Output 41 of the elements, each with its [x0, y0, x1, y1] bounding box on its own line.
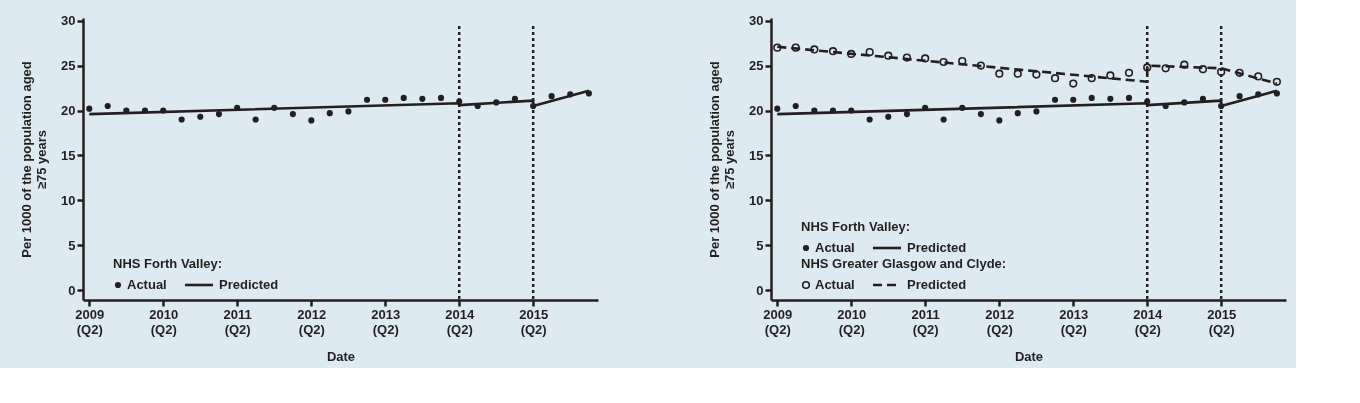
y-tick-label: 30	[749, 13, 764, 29]
annotation: NHS Forth Valley:	[801, 219, 911, 234]
legend-label: Actual	[127, 277, 167, 292]
y-axis-title: Per 1000 of the population aged ≥75 years	[19, 61, 50, 258]
y-tick-label: 15	[749, 147, 764, 163]
y-tick-label: 5	[68, 237, 76, 253]
y-tick-label: 15	[61, 147, 76, 163]
x-tick-label: 2010 (Q2)	[149, 306, 179, 337]
y-tick-label: 0	[756, 282, 764, 298]
y-axis-title: Per 1000 of the population aged ≥75 years	[707, 61, 738, 258]
legend-label: Predicted	[907, 277, 967, 292]
legend-label: Actual	[815, 240, 855, 255]
x-tick-label: 2013 (Q2)	[371, 306, 401, 337]
x-tick-label: 2013 (Q2)	[1059, 306, 1089, 337]
y-tick-label: 0	[68, 282, 76, 298]
legend-label: Predicted	[219, 277, 279, 292]
x-axis-title: Date	[326, 348, 356, 364]
x-tick-label: 2011 (Q2)	[223, 306, 252, 337]
x-tick-label: 2011 (Q2)	[911, 306, 940, 337]
x-tick-label: 2015 (Q2)	[1207, 306, 1237, 337]
x-tick-label: 2009 (Q2)	[763, 306, 793, 337]
y-tick-label: 5	[756, 237, 764, 253]
y-tick-label: 25	[749, 58, 764, 74]
x-tick-label: 2010 (Q2)	[837, 306, 867, 337]
y-tick-label: 20	[749, 103, 764, 118]
x-tick-label: 2012 (Q2)	[297, 306, 327, 337]
x-tick-label: 2014 (Q2)	[1133, 306, 1163, 337]
x-tick-label: 2014 (Q2)	[445, 306, 475, 337]
y-tick-label: 30	[61, 13, 76, 29]
x-tick-label: 2015 (Q2)	[519, 306, 549, 337]
x-tick-label: 2009 (Q2)	[75, 306, 105, 337]
y-tick-label: 10	[749, 192, 764, 208]
y-tick-label: 20	[61, 103, 76, 118]
x-axis-title: Date	[1014, 348, 1044, 364]
y-tick-label: 10	[61, 192, 76, 208]
y-tick-label: 25	[61, 58, 76, 74]
x-tick-label: 2012 (Q2)	[985, 306, 1015, 337]
annotation: NHS Forth Valley:	[113, 256, 223, 271]
legend-label: Actual	[815, 277, 855, 292]
legend-label: Predicted	[907, 240, 967, 255]
annotation: NHS Greater Glasgow and Clyde:	[801, 256, 1007, 271]
